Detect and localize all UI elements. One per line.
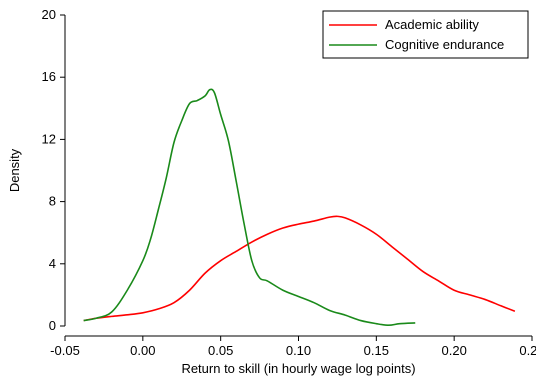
x-tick-label: 0.05 (208, 343, 233, 358)
x-tick-label: 0.10 (286, 343, 311, 358)
x-tick-label: -0.05 (50, 343, 80, 358)
legend-label-cognitive-endurance: Cognitive endurance (385, 37, 504, 52)
series-line-cognitive-endurance (83, 88, 416, 327)
legend: Academic ability Cognitive endurance (322, 10, 529, 59)
axes: 0 4 8 12 16 20 -0.05 0.00 0.05 0.10 0.15 0.20 0.25 (42, 7, 536, 358)
x-tick-label: 0.20 (442, 343, 467, 358)
series-layer (83, 88, 516, 327)
y-tick-label: 8 (49, 194, 56, 209)
legend-label-academic-ability: Academic ability (385, 17, 479, 32)
y-tick-label: 16 (42, 69, 56, 84)
y-tick-label: 12 (42, 131, 56, 146)
x-tick-label: 0.25 (519, 343, 536, 358)
x-tick-label: 0.00 (130, 343, 155, 358)
x-tick-label: 0.15 (364, 343, 389, 358)
series-line-academic-ability (83, 215, 516, 322)
legend-box (322, 10, 529, 59)
y-tick-label: 4 (49, 256, 56, 271)
y-axis-title: Density (7, 148, 22, 192)
y-tick-label: 20 (42, 7, 56, 22)
y-tick-label: 0 (49, 318, 56, 333)
x-axis-title: Return to skill (in hourly wage log poin… (181, 361, 415, 376)
